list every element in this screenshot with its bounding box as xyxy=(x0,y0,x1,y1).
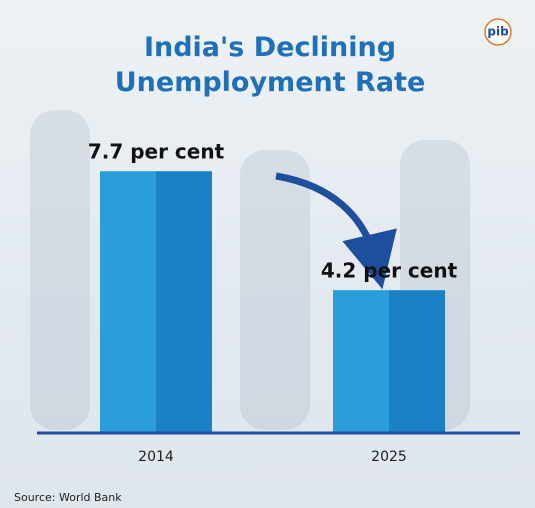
x-tick-label: 2025 xyxy=(371,449,407,465)
bar xyxy=(100,171,212,433)
x-tick-label: 2014 xyxy=(138,449,174,465)
chart-title: India's Declining Unemployment Rate xyxy=(114,32,426,98)
source-note: Source: World Bank xyxy=(14,491,122,504)
bar xyxy=(333,290,445,433)
logo-badge xyxy=(484,18,512,46)
trend-arrow xyxy=(275,172,397,290)
logo-text: pib xyxy=(487,25,509,39)
value-label: 7.7 per cent xyxy=(88,140,225,164)
logo: pib xyxy=(484,18,512,46)
value-label: 4.2 per cent xyxy=(321,259,458,283)
